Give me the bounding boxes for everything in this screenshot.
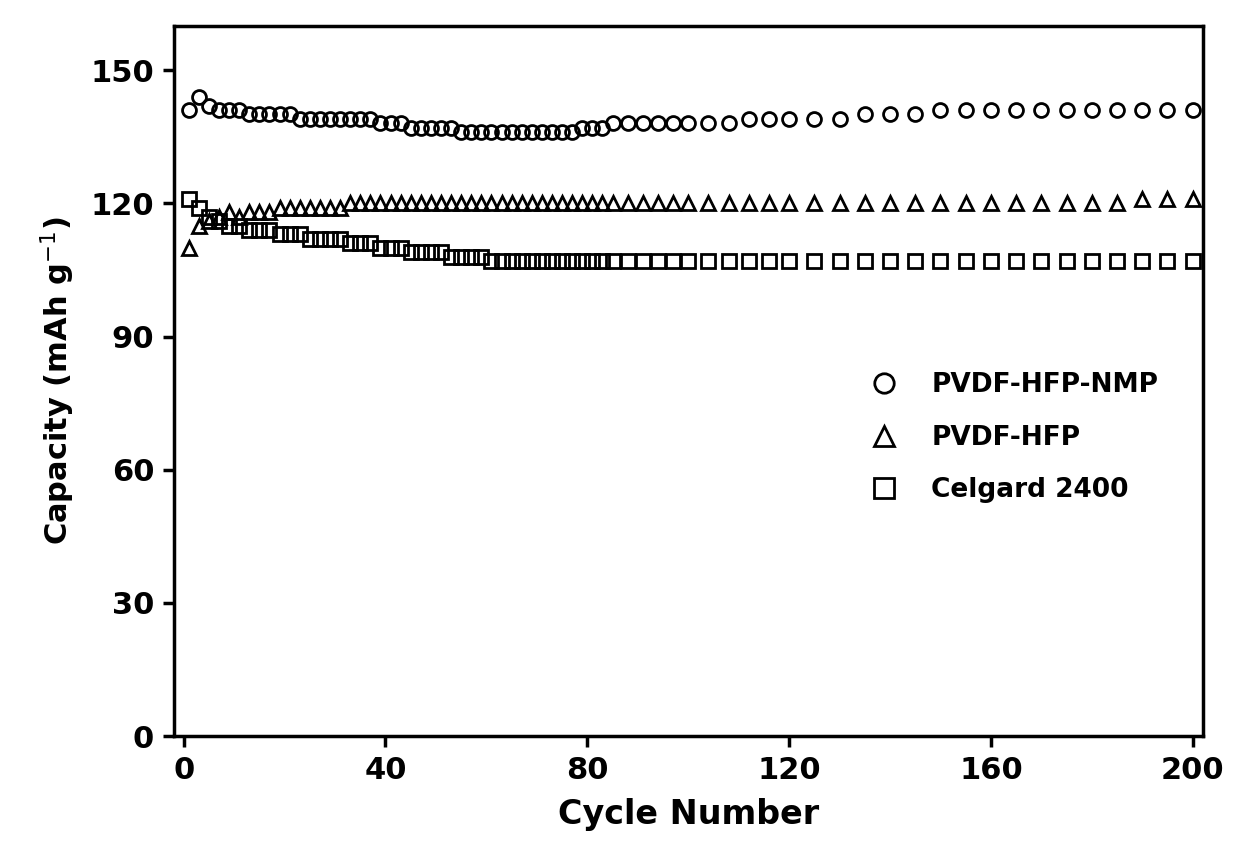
Celgard 2400 [403,247,418,258]
PVDF-HFP-NMP [1161,105,1176,116]
Line: PVDF-HFP-NMP: PVDF-HFP-NMP [182,90,1199,140]
PVDF-HFP-NMP [595,122,610,133]
PVDF-HFP [575,199,590,209]
PVDF-HFP [312,203,327,213]
Celgard 2400 [484,256,498,266]
Celgard 2400 [181,193,196,204]
PVDF-HFP-NMP [191,92,206,102]
PVDF-HFP [181,242,196,253]
Celgard 2400 [1161,256,1176,266]
PVDF-HFP-NMP [181,105,196,116]
Celgard 2400 [232,220,247,230]
PVDF-HFP-NMP [832,114,847,124]
PVDF-HFP [1135,193,1149,204]
Line: Celgard 2400: Celgard 2400 [182,192,1199,268]
Line: PVDF-HFP: PVDF-HFP [182,192,1199,254]
Legend: PVDF-HFP-NMP, PVDF-HFP, Celgard 2400: PVDF-HFP-NMP, PVDF-HFP, Celgard 2400 [847,362,1169,514]
PVDF-HFP [1161,193,1176,204]
PVDF-HFP-NMP [242,110,257,120]
Celgard 2400 [1185,256,1200,266]
PVDF-HFP [1185,193,1200,204]
Celgard 2400 [312,234,327,244]
Celgard 2400 [413,247,428,258]
PVDF-HFP [403,199,418,209]
Y-axis label: Capacity (mAh g$^{-1}$): Capacity (mAh g$^{-1}$) [38,217,77,545]
PVDF-HFP-NMP [303,114,317,124]
PVDF-HFP-NMP [322,114,337,124]
PVDF-HFP [413,199,428,209]
PVDF-HFP-NMP [1185,105,1200,116]
Celgard 2400 [585,256,600,266]
PVDF-HFP [232,211,247,222]
PVDF-HFP-NMP [454,128,469,138]
X-axis label: Cycle Number: Cycle Number [558,799,818,831]
